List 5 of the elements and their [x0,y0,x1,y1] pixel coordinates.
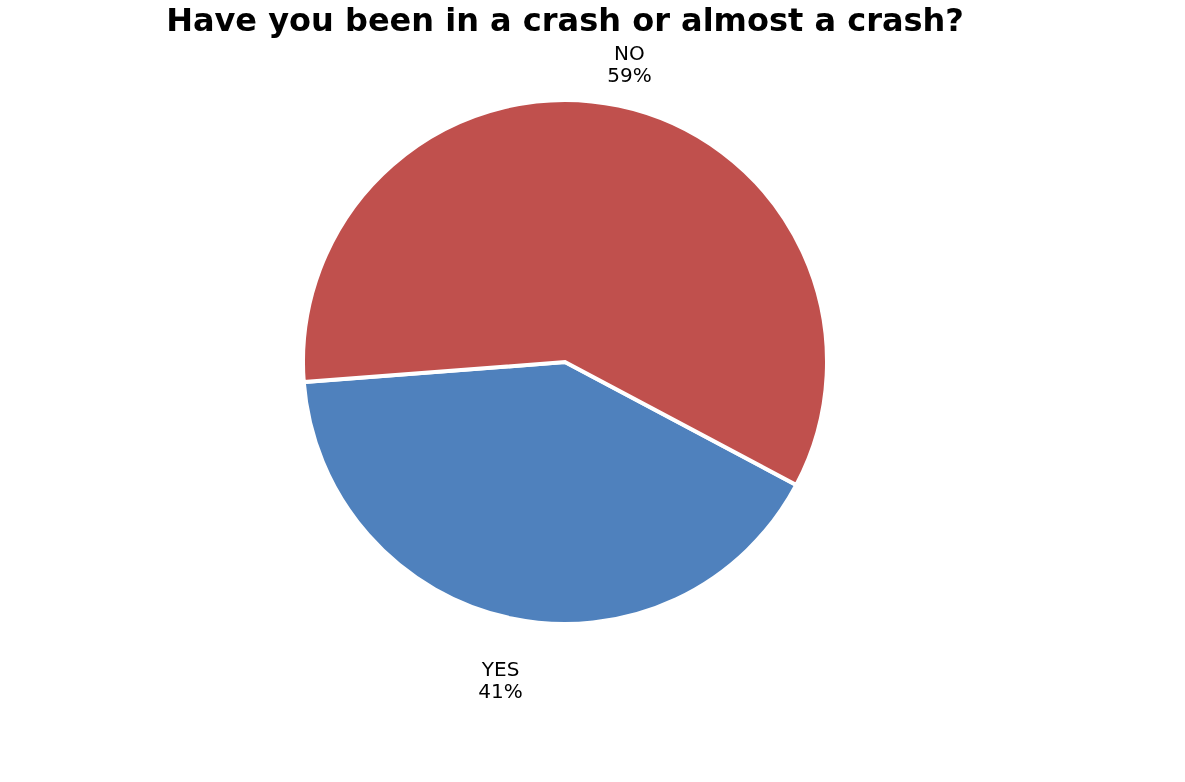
slice-label: NO [614,40,645,65]
slice-label: YES [480,657,520,682]
data-label: 41% [478,679,523,704]
chart-title: Have you been in a crash or almost a crash? [166,1,964,39]
data-label: 59% [607,62,652,87]
